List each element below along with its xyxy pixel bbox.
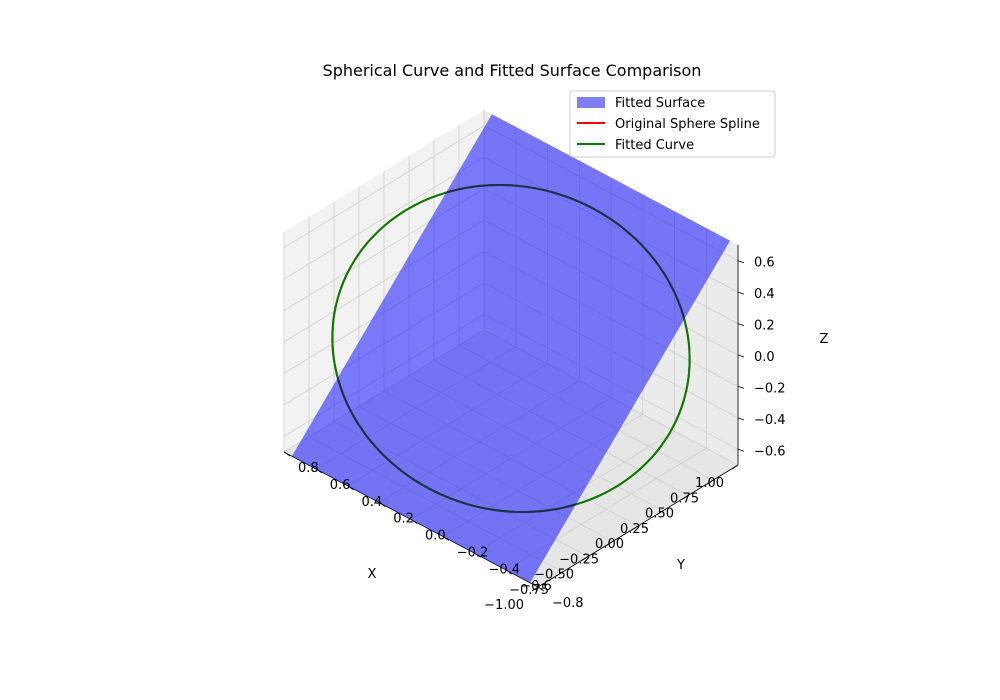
surface-plane — [291, 114, 731, 583]
z-tick-label: −0.6 — [754, 444, 786, 459]
y-tick — [442, 536, 449, 541]
tick-labels: −1.00−0.75−0.50−0.250.000.250.500.751.00… — [298, 256, 786, 613]
x-tick-label: 0.25 — [620, 522, 649, 537]
x-tick — [531, 586, 539, 592]
y-tick-label: −0.2 — [457, 545, 489, 560]
z-tick-label: −0.4 — [754, 413, 786, 428]
z-tick-label: 0.6 — [754, 256, 775, 271]
x-tick-label: −0.25 — [559, 552, 599, 567]
fitted-surface — [291, 114, 731, 583]
legend-swatch-surface — [577, 97, 605, 108]
z-tick-label: 0.2 — [754, 319, 775, 334]
z-tick-label: −0.2 — [754, 381, 786, 396]
z-tick — [737, 386, 745, 389]
legend-label-surface: Fitted Surface — [615, 96, 705, 111]
y-axis-label: Y — [676, 558, 685, 573]
x-tick-label: 0.50 — [645, 507, 674, 522]
y-tick — [283, 451, 291, 457]
x-tick — [706, 479, 714, 485]
legend-label-original: Original Sphere Spline — [615, 117, 760, 132]
x-tick — [581, 556, 589, 561]
y-tick-label: 0.4 — [362, 495, 383, 510]
grid-line-y — [506, 228, 707, 571]
x-tick — [656, 510, 664, 516]
x-tick — [631, 525, 639, 531]
z-tick — [737, 448, 745, 452]
legend: Fitted Surface Original Sphere Spline Fi… — [569, 90, 776, 158]
x-tick-label: −0.75 — [509, 583, 549, 598]
x-tick-label: 0.75 — [670, 491, 699, 506]
y-tick — [537, 586, 545, 592]
x-tick-label: 0.00 — [595, 537, 624, 552]
y-tick-label: −0.4 — [489, 562, 521, 577]
legend-box — [569, 90, 776, 158]
x-tick — [731, 464, 739, 470]
x-tick — [681, 495, 689, 500]
y-tick — [410, 519, 418, 524]
tick-marks — [283, 260, 745, 592]
y-tick-label: 0.6 — [330, 478, 351, 493]
y-tick — [379, 502, 386, 507]
curves — [331, 184, 691, 513]
x-tick-label: −0.50 — [534, 568, 574, 583]
z-tick — [737, 354, 745, 358]
z-tick — [737, 417, 745, 421]
x-axis-label: X — [368, 567, 377, 582]
x-tick-label: −1.00 — [484, 598, 524, 613]
y-tick — [347, 485, 354, 491]
y-tick-label: −0.6 — [520, 579, 552, 594]
z-tick — [737, 291, 745, 295]
y-tick — [474, 552, 481, 558]
z-tick-label: 0.0 — [754, 350, 775, 365]
chart-title: Spherical Curve and Fitted Surface Compa… — [323, 61, 702, 80]
y-tick — [506, 569, 513, 575]
z-tick — [737, 323, 745, 326]
y-tick-label: 0.2 — [393, 512, 414, 527]
y-tick — [315, 468, 322, 474]
legend-label-fitted-curve: Fitted Curve — [615, 138, 694, 153]
x-tick — [556, 571, 564, 577]
y-tick-label: 0.8 — [298, 461, 319, 476]
y-tick-label: −0.8 — [552, 596, 584, 611]
y-tick-label: 0.0 — [425, 529, 446, 544]
z-tick — [737, 260, 745, 264]
z-axis-label: Z — [820, 332, 829, 347]
x-tick-label: 1.00 — [695, 476, 724, 491]
z-tick-label: 0.4 — [754, 287, 775, 302]
x-tick — [606, 540, 614, 546]
